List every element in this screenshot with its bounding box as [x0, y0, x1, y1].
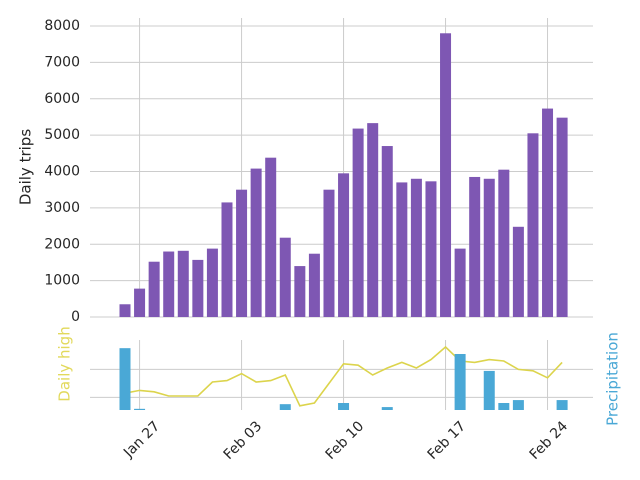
bar [542, 108, 554, 317]
precipitation-bar [498, 403, 510, 410]
bar [338, 173, 350, 317]
y-axis-label: Daily trips [17, 129, 35, 205]
bar [410, 178, 422, 317]
precipitation-bar [556, 400, 568, 410]
bar [265, 157, 277, 317]
bar [323, 189, 335, 317]
y-tick-label: 0 [71, 309, 80, 325]
bar [440, 33, 452, 317]
precipitation-bar [454, 354, 466, 410]
bar [221, 202, 233, 317]
y-tick-label: 7000 [44, 54, 80, 70]
bar [192, 259, 204, 317]
x-tick-label: Feb 24 [527, 418, 572, 463]
precipitation-bar [512, 400, 524, 410]
x-tick-label: Feb 10 [323, 418, 368, 463]
bar [308, 253, 320, 317]
x-tick-label: Feb 17 [425, 418, 470, 463]
bar [556, 117, 568, 318]
bar [396, 182, 408, 317]
x-tick-label: Jan 27 [120, 418, 163, 461]
bar [381, 146, 393, 317]
bar [148, 261, 160, 317]
bar [469, 176, 481, 317]
y-tick-label: 1000 [44, 273, 80, 289]
y-tick-label: 2000 [44, 236, 80, 252]
y2-axis-label: Precipitation [604, 332, 622, 426]
bar [250, 168, 262, 317]
bar [425, 181, 437, 317]
bar [512, 226, 524, 317]
precipitation-bar [381, 407, 393, 410]
bar [119, 304, 131, 317]
bar [279, 237, 291, 317]
bar [294, 266, 306, 317]
x-tick-label: Feb 03 [221, 418, 266, 463]
bar [352, 128, 364, 317]
y-tick-label: 5000 [44, 127, 80, 143]
bar [454, 248, 466, 317]
y-tick-label: 3000 [44, 200, 80, 216]
bar [177, 250, 189, 317]
precipitation-bar [279, 404, 291, 410]
temperature-line [124, 345, 563, 407]
bar [206, 248, 218, 317]
precipitation-bar [119, 348, 131, 410]
y-axis-label: Daily high [56, 326, 74, 401]
bar [163, 251, 175, 317]
bar [527, 133, 539, 317]
bar [236, 189, 248, 317]
bar [483, 178, 495, 317]
bar [367, 123, 379, 318]
precipitation-bar [134, 408, 146, 410]
bar [134, 288, 146, 317]
precipitation-bar [338, 403, 350, 410]
precipitation-bar [483, 370, 495, 410]
y-tick-label: 8000 [44, 18, 80, 34]
y-tick-label: 6000 [44, 91, 80, 107]
y-tick-label: 4000 [44, 164, 80, 180]
bar [498, 169, 510, 317]
